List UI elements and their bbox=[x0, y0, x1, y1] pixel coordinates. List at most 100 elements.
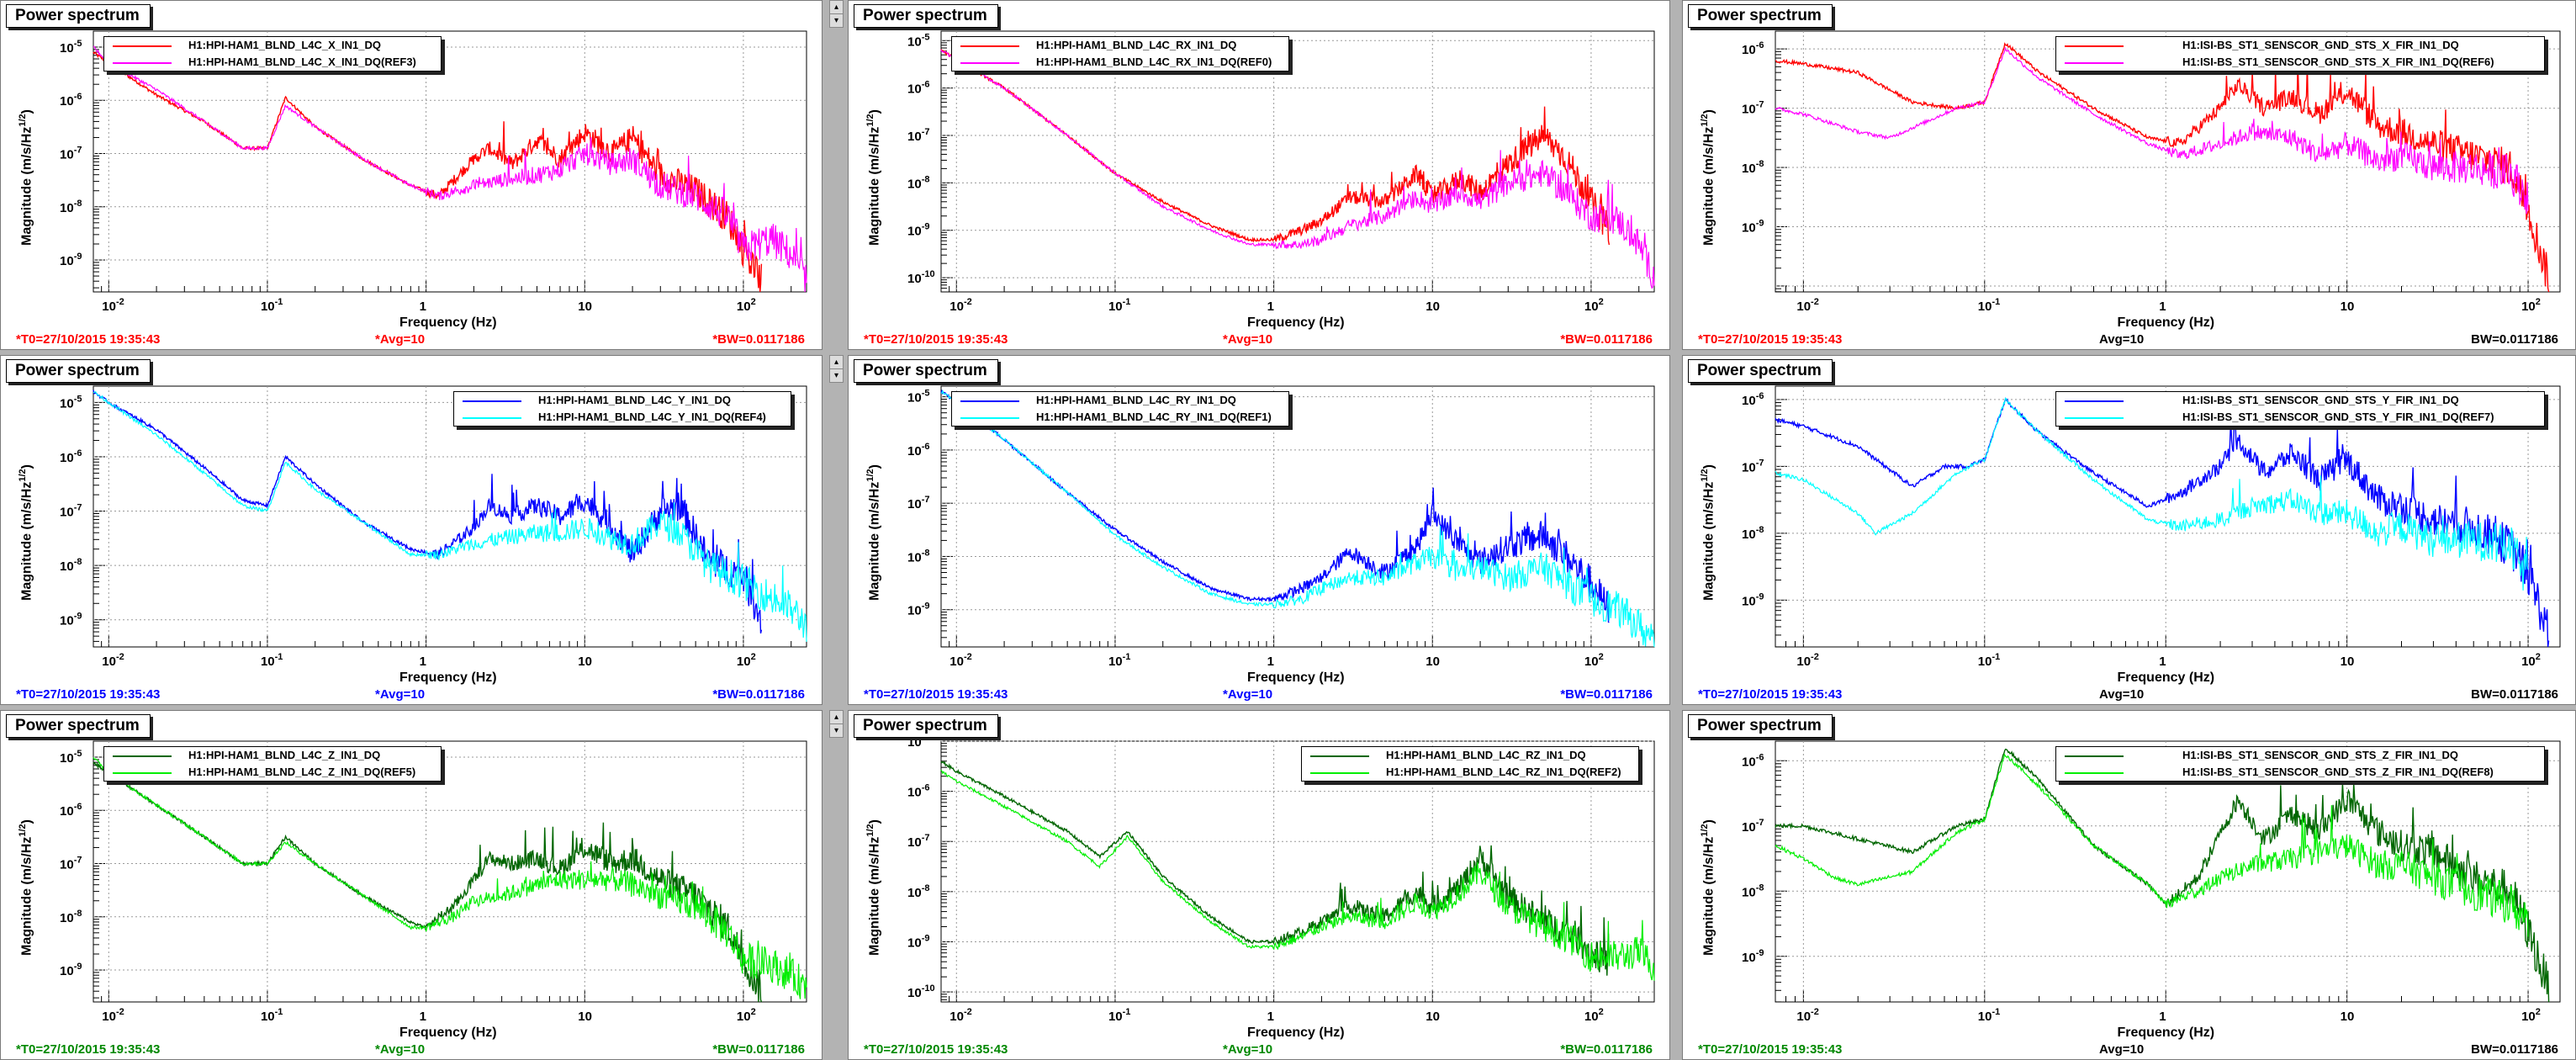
x-tick-label: 10-2 bbox=[102, 297, 124, 314]
x-tick-label: 10-2 bbox=[949, 297, 971, 314]
x-tick-label: 10-2 bbox=[1796, 1007, 1818, 1024]
y-axis-title: Magnitude (m/s/Hz1/2) bbox=[18, 819, 34, 956]
y-tick-label: 10-9 bbox=[907, 602, 929, 618]
legend-entry: H1:HPI-HAM1_BLND_L4C_RZ_IN1_DQ(REF2) bbox=[1302, 764, 1638, 781]
chart-legend: H1:HPI-HAM1_BLND_L4C_RX_IN1_DQ H1:HPI-HAM… bbox=[951, 36, 1289, 72]
chart-title: Power spectrum bbox=[6, 359, 151, 383]
footer-t0: *T0=27/10/2015 19:35:43 bbox=[16, 1042, 161, 1057]
legend-swatch bbox=[960, 400, 1019, 402]
legend-swatch bbox=[960, 62, 1019, 64]
series-line-reference bbox=[940, 769, 1655, 981]
y-tick-label: 10-6 bbox=[1742, 391, 1764, 408]
chart-title: Power spectrum bbox=[854, 359, 998, 383]
scroll-up-button-3[interactable]: ▴ bbox=[829, 710, 844, 724]
y-tick-label: 10-10 bbox=[907, 269, 935, 286]
footer-t0: *T0=27/10/2015 19:35:43 bbox=[1698, 332, 1843, 347]
y-tick-label: 10-8 bbox=[60, 199, 82, 215]
chart-legend: H1:ISI-BS_ST1_SENSCOR_GND_STS_Z_FIR_IN1_… bbox=[2055, 746, 2545, 782]
y-axis-title: Magnitude (m/s/Hz1/2) bbox=[865, 819, 882, 956]
x-tick-label: 102 bbox=[1584, 652, 1604, 669]
x-tick-label: 1 bbox=[420, 655, 426, 669]
y-tick-label: 10-5 bbox=[907, 32, 929, 49]
legend-label: H1:HPI-HAM1_BLND_L4C_X_IN1_DQ bbox=[188, 39, 381, 51]
y-tick-label: 10-9 bbox=[60, 612, 82, 628]
y-axis-title: Magnitude (m/s/Hz1/2) bbox=[1700, 464, 1716, 601]
legend-label: H1:HPI-HAM1_BLND_L4C_RZ_IN1_DQ bbox=[1386, 749, 1586, 761]
x-tick-label: 102 bbox=[737, 652, 756, 669]
x-tick-label: 102 bbox=[737, 1007, 756, 1024]
legend-entry: H1:HPI-HAM1_BLND_L4C_Z_IN1_DQ(REF5) bbox=[104, 764, 441, 781]
scroll-up-button-2[interactable]: ▴ bbox=[829, 355, 844, 369]
x-axis-title: Frequency (Hz) bbox=[2117, 315, 2215, 330]
scroll-down-button-3[interactable]: ▾ bbox=[829, 723, 844, 738]
x-tick-label: 10-1 bbox=[1108, 297, 1130, 314]
legend-label: H1:ISI-BS_ST1_SENSCOR_GND_STS_Y_FIR_IN1_… bbox=[2182, 411, 2494, 423]
x-tick-label: 1 bbox=[2159, 1010, 2166, 1024]
x-tick-label: 10-1 bbox=[261, 297, 283, 314]
legend-label: H1:ISI-BS_ST1_SENSCOR_GND_STS_Z_FIR_IN1_… bbox=[2182, 749, 2458, 761]
y-tick-label: 10-8 bbox=[1742, 882, 1764, 899]
y-tick-label: 10-9 bbox=[1742, 948, 1764, 965]
legend-swatch bbox=[1310, 772, 1369, 774]
y-tick-label: 10-6 bbox=[907, 442, 929, 458]
y-tick-label: 10-7 bbox=[60, 146, 82, 162]
footer-avg: Avg=10 bbox=[2099, 332, 2145, 347]
legend-swatch bbox=[2065, 772, 2124, 774]
footer-avg: *Avg=10 bbox=[1223, 1042, 1273, 1057]
y-axis-title: Magnitude (m/s/Hz1/2) bbox=[18, 109, 34, 246]
y-tick-label: 10-6 bbox=[1742, 40, 1764, 57]
chart-title: Power spectrum bbox=[854, 714, 998, 738]
x-tick-label: 10-1 bbox=[1978, 297, 2000, 314]
chart-panel-4: 10-2 10-1 1 10 102 10-5 10-6 10-7 10-8 10-9 Power … bbox=[0, 355, 823, 705]
x-tick-label: 10-2 bbox=[102, 652, 124, 669]
x-axis-title: Frequency (Hz) bbox=[399, 1026, 497, 1040]
plot-area: 10-2 10-1 1 10 102 10-6 10-7 10-8 10-9 bbox=[1742, 740, 2561, 1024]
x-tick-label: 102 bbox=[737, 297, 756, 314]
footer-bw: *BW=0.0117186 bbox=[1560, 1042, 1653, 1057]
y-tick-label: 10-6 bbox=[60, 92, 82, 109]
scroll-up-button-1[interactable]: ▴ bbox=[829, 0, 844, 14]
chart-title: Power spectrum bbox=[6, 714, 151, 738]
x-tick-label: 10 bbox=[2341, 299, 2355, 314]
x-tick-label: 1 bbox=[1267, 655, 1274, 669]
legend-entry: H1:ISI-BS_ST1_SENSCOR_GND_STS_X_FIR_IN1_… bbox=[2056, 37, 2544, 54]
x-tick-label: 10 bbox=[1426, 655, 1440, 669]
footer-avg: Avg=10 bbox=[2099, 1042, 2145, 1057]
x-tick-label: 10-2 bbox=[949, 652, 971, 669]
series-line-reference bbox=[1775, 753, 2529, 937]
scroll-down-button-2[interactable]: ▾ bbox=[829, 368, 844, 383]
chart-title: Power spectrum bbox=[1688, 714, 1833, 738]
footer-bw: *BW=0.0117186 bbox=[1560, 687, 1653, 702]
y-tick-label: 10-7 bbox=[907, 833, 929, 850]
y-tick-label: 10-7 bbox=[60, 503, 82, 520]
y-tick-label: 10-6 bbox=[60, 448, 82, 465]
y-tick-label: 10-9 bbox=[1742, 591, 1764, 608]
legend-label: H1:ISI-BS_ST1_SENSCOR_GND_STS_X_FIR_IN1_… bbox=[2182, 39, 2459, 51]
x-axis-title: Frequency (Hz) bbox=[1247, 315, 1345, 330]
legend-entry: H1:HPI-HAM1_BLND_L4C_RY_IN1_DQ(REF1) bbox=[952, 409, 1288, 426]
y-tick-label: 10-7 bbox=[1742, 818, 1764, 835]
x-tick-label: 102 bbox=[1584, 1007, 1604, 1024]
chart-title: Power spectrum bbox=[1688, 4, 1833, 28]
legend-label: H1:HPI-HAM1_BLND_L4C_RX_IN1_DQ(REF0) bbox=[1036, 56, 1272, 68]
plot-area: 10-2 10-1 1 10 102 10-5 10-6 10-7 10-8 10-9 10-10 bbox=[907, 30, 1655, 314]
legend-swatch bbox=[2065, 45, 2124, 47]
plot-frame bbox=[93, 740, 807, 1003]
legend-entry: H1:ISI-BS_ST1_SENSCOR_GND_STS_Y_FIR_IN1_… bbox=[2056, 409, 2544, 426]
series-line-reference bbox=[93, 45, 807, 293]
x-tick-label: 10 bbox=[578, 1010, 592, 1024]
series-line-reference bbox=[940, 50, 1655, 289]
x-axis-title: Frequency (Hz) bbox=[2117, 1026, 2215, 1040]
y-tick-label: 10-8 bbox=[60, 557, 82, 574]
scroll-down-button-1[interactable]: ▾ bbox=[829, 13, 844, 28]
footer-avg: *Avg=10 bbox=[1223, 332, 1273, 347]
legend-entry: H1:ISI-BS_ST1_SENSCOR_GND_STS_X_FIR_IN1_… bbox=[2056, 54, 2544, 71]
chart-panel-6: 10-2 10-1 1 10 102 10-6 10-7 10-8 10-9 Power spec… bbox=[1682, 355, 2576, 705]
legend-swatch bbox=[960, 45, 1019, 47]
legend-entry: H1:ISI-BS_ST1_SENSCOR_GND_STS_Z_FIR_IN1_… bbox=[2056, 764, 2544, 781]
legend-label: H1:HPI-HAM1_BLND_L4C_Z_IN1_DQ(REF5) bbox=[188, 766, 416, 778]
legend-entry: H1:HPI-HAM1_BLND_L4C_RX_IN1_DQ(REF0) bbox=[952, 54, 1288, 71]
y-tick-label: 10-8 bbox=[907, 548, 929, 564]
x-tick-label: 10-1 bbox=[261, 1007, 283, 1024]
legend-entry: H1:HPI-HAM1_BLND_L4C_RX_IN1_DQ bbox=[952, 37, 1288, 54]
